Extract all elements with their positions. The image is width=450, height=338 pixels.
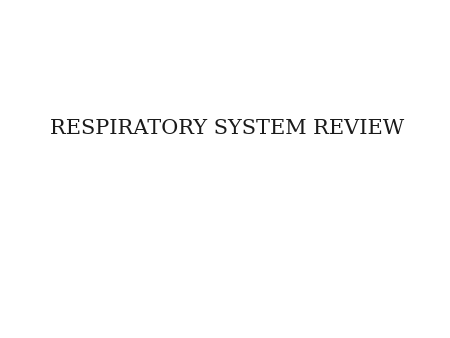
Text: RESPIRATORY SYSTEM REVIEW: RESPIRATORY SYSTEM REVIEW (50, 119, 404, 138)
